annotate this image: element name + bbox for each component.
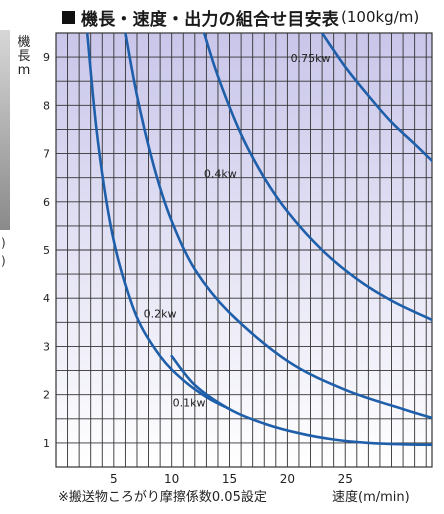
series-line-4 [170, 354, 432, 447]
y-tick-label: 6 [43, 196, 50, 209]
left-paren-2: ) [1, 254, 6, 268]
series-label-0: 0.1kw [173, 397, 206, 410]
y-tick-label: 2 [43, 389, 50, 402]
chart-title: 機長・速度・出力の組合せ目安表 (100kg/m) [62, 4, 419, 30]
y-tick-label: 3 [43, 340, 50, 353]
x-tick-label: 15 [222, 472, 237, 486]
series-line-2 [202, 33, 432, 322]
y-tick-label: 1 [43, 437, 50, 450]
series-line-1 [124, 33, 432, 420]
y-tick-label: 4 [43, 292, 50, 305]
series-labels: 0.1kw 0.2kw 0.4kw 0.75kw [144, 52, 331, 410]
curve-group [85, 33, 432, 447]
y-tick-label: 7 [43, 148, 50, 161]
series-label-3: 0.75kw [291, 52, 331, 65]
x-tick-label: 20 [280, 472, 295, 486]
left-gradient-strip [0, 30, 10, 230]
y-tick-label: 9 [43, 51, 50, 64]
x-tick-label: 5 [110, 472, 118, 486]
y-tick-label: 8 [43, 99, 50, 112]
series-line-0 [85, 33, 231, 411]
footnote: ※搬送物ころがり摩擦係数0.05設定 [58, 490, 267, 505]
tick-labels: 1 2 3 4 5 6 7 8 9 5 10 15 20 25 [43, 51, 353, 486]
title-square-icon [62, 10, 75, 24]
series-label-1: 0.2kw [144, 308, 177, 321]
chart-title-unit: (100kg/m) [341, 8, 420, 26]
series-line-3 [320, 33, 432, 163]
series-label-2: 0.4kw [204, 168, 237, 181]
x-tick-label: 10 [164, 472, 179, 486]
x-tick-label: 25 [338, 472, 353, 486]
x-axis-label: 速度(m/min) [332, 490, 410, 505]
left-paren-1: ) [1, 236, 6, 250]
y-tick-label: 5 [43, 244, 50, 257]
chart-title-text: 機長・速度・出力の組合せ目安表 [81, 9, 339, 30]
